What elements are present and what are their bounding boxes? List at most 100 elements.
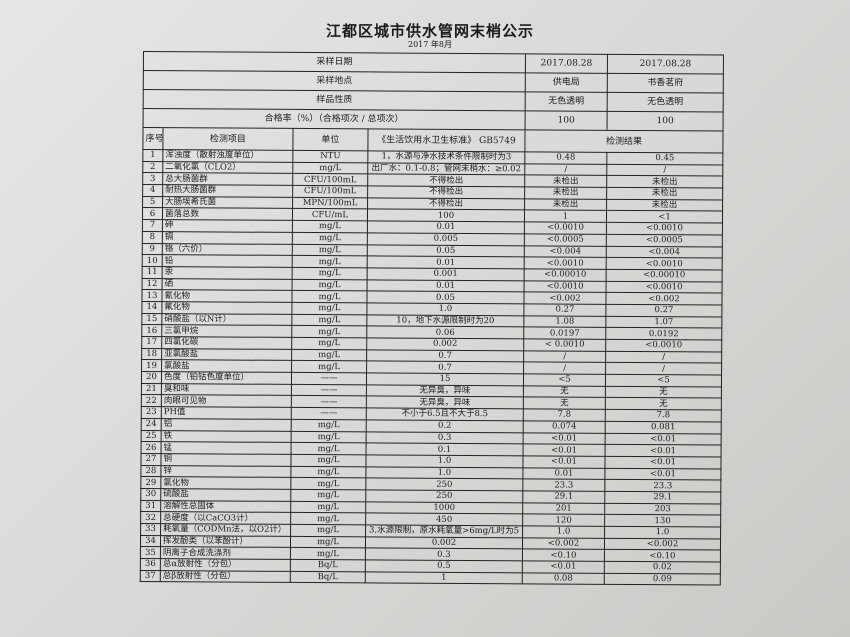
header-label: 采样地点 — [143, 70, 526, 92]
cell-item: 砷 — [162, 219, 293, 233]
cell-standard: 0.005 — [367, 232, 525, 246]
cell-item: 耐热大肠菌群 — [162, 184, 293, 198]
cell-item: 总硬度（以CaCO3计） — [160, 511, 291, 525]
cell-item: 二氧化氯（CLO2） — [162, 161, 293, 174]
cell-standard: 0.7 — [366, 349, 524, 363]
cell-unit: mg/L — [292, 243, 368, 257]
cell-standard: 1000 — [365, 501, 523, 515]
cell-unit: NTU — [292, 150, 368, 163]
cell-standard: 0.5 — [365, 559, 523, 573]
cell-standard: 不得检出 — [367, 174, 525, 187]
cell-standard: 1.0 — [365, 466, 523, 480]
cell-result-1: 无 — [523, 397, 606, 410]
cell-result-2: <0.0010 — [606, 222, 723, 235]
cell-seq: 24 — [141, 418, 162, 431]
cell-result-1: <0.004 — [524, 245, 607, 258]
cell-result-1: <0.10 — [522, 549, 605, 562]
cell-standard: 0.05 — [367, 244, 525, 258]
header-value: 供电局 — [525, 72, 608, 93]
cell-seq: 23 — [141, 406, 162, 419]
cell-unit: mg/L — [291, 337, 367, 350]
cell-result-1: / — [523, 350, 606, 363]
cell-item: 色度（铂钴色度单位） — [161, 371, 292, 385]
cell-result-2: 7.8 — [605, 409, 722, 422]
cell-result-1: 23.3 — [522, 479, 605, 492]
cell-standard: 不得检出 — [367, 185, 525, 199]
cell-result-2: 23.3 — [604, 479, 721, 492]
cell-unit: —— — [291, 372, 367, 385]
cell-item: PH值 — [161, 406, 292, 420]
cell-unit: mg/L — [290, 454, 367, 467]
cell-unit: mg/L — [292, 255, 368, 268]
cell-unit: CFU/mL — [292, 208, 368, 221]
cell-item: 臭和味 — [161, 383, 292, 396]
cell-result-1: <0.0010 — [524, 221, 607, 235]
header-value: 2017.08.28 — [525, 53, 608, 74]
cell-item: 铅 — [162, 254, 293, 268]
cell-seq: 32 — [140, 511, 161, 524]
cell-unit: mg/L — [291, 419, 367, 432]
cell-item: 硒 — [162, 278, 293, 291]
cell-result-1: 未检出 — [524, 198, 607, 211]
cell-item: 镉 — [162, 231, 293, 244]
cell-unit: Bq/L — [290, 571, 366, 584]
cell-seq: 17 — [141, 336, 162, 349]
cell-seq: 35 — [140, 546, 161, 559]
cell-item: 亚氯酸盐 — [161, 348, 292, 361]
cell-result-1: 未检出 — [524, 175, 607, 188]
header-label: 样品性质 — [143, 89, 526, 111]
cell-standard: 0.7 — [366, 361, 524, 374]
cell-standard: 3,水源限制，原水耗氧量>6mg/L时为5 — [365, 524, 523, 538]
cell-unit: mg/L — [290, 501, 366, 514]
cell-seq: 31 — [140, 500, 161, 512]
cell-standard: 0.2 — [366, 419, 524, 433]
cell-result-2: 0.02 — [604, 561, 721, 574]
cell-standard: 0.002 — [366, 337, 524, 351]
cell-item: 铬（六价） — [162, 243, 293, 256]
cell-result-1: 120 — [522, 514, 605, 527]
cell-unit: Bq/L — [290, 559, 366, 572]
cell-seq: 6 — [142, 207, 163, 220]
cell-item: 硫酸盐 — [160, 488, 291, 502]
cell-item: 四氯化碳 — [161, 336, 292, 350]
cell-result-1: <0.01 — [523, 432, 606, 445]
cell-unit: mg/L — [292, 278, 368, 292]
cell-standard: 1.0 — [365, 454, 524, 468]
cell-result-2: <0.0010 — [605, 339, 722, 352]
header-value: 书香茗府 — [607, 73, 724, 94]
cell-standard: 1.0 — [366, 302, 524, 316]
cell-result-2: 未检出 — [606, 187, 723, 200]
cell-standard: 15 — [366, 372, 524, 386]
cell-seq: 13 — [141, 289, 163, 302]
cell-standard: 0.3 — [365, 548, 523, 561]
cell-standard: 450 — [365, 513, 523, 526]
header-value: 无色透明 — [525, 91, 608, 112]
cell-item: 耗氧量（CODMn法，以O2计） — [160, 523, 291, 537]
cell-standard: 1 — [365, 571, 523, 585]
cell-result-2: 无 — [605, 397, 722, 411]
cell-unit: mg/L — [291, 325, 367, 338]
cell-seq: 12 — [142, 278, 163, 290]
col-unit: 单位 — [292, 128, 369, 151]
cell-item: 氰化物 — [161, 289, 293, 303]
cell-item: 总β放射性（分包） — [160, 570, 291, 583]
cell-seq: 19 — [141, 359, 162, 372]
cell-item: 总α放射性（分包） — [160, 558, 291, 572]
cell-unit: mg/L — [290, 489, 366, 502]
cell-standard: 0.002 — [365, 536, 523, 550]
cell-result-2: <0.002 — [605, 292, 723, 305]
cell-result-2: <0.00010 — [606, 269, 723, 282]
cell-unit: mg/L — [291, 442, 367, 455]
cell-standard: 不得检出 — [367, 197, 525, 211]
cell-result-1: 29.1 — [522, 490, 605, 503]
cell-unit: mg/L — [290, 512, 366, 525]
cell-result-2: <0.10 — [604, 549, 721, 563]
cell-result-1: 0.27 — [523, 303, 606, 316]
cell-result-2: 130 — [604, 514, 721, 528]
cell-result-2: 0.27 — [605, 304, 722, 317]
cell-standard: 0.001 — [367, 267, 525, 281]
cell-unit: —— — [291, 384, 367, 397]
cell-standard: 0.06 — [366, 326, 524, 339]
cell-result-2: 未检出 — [606, 199, 723, 212]
cell-unit: mg/L — [291, 290, 368, 303]
